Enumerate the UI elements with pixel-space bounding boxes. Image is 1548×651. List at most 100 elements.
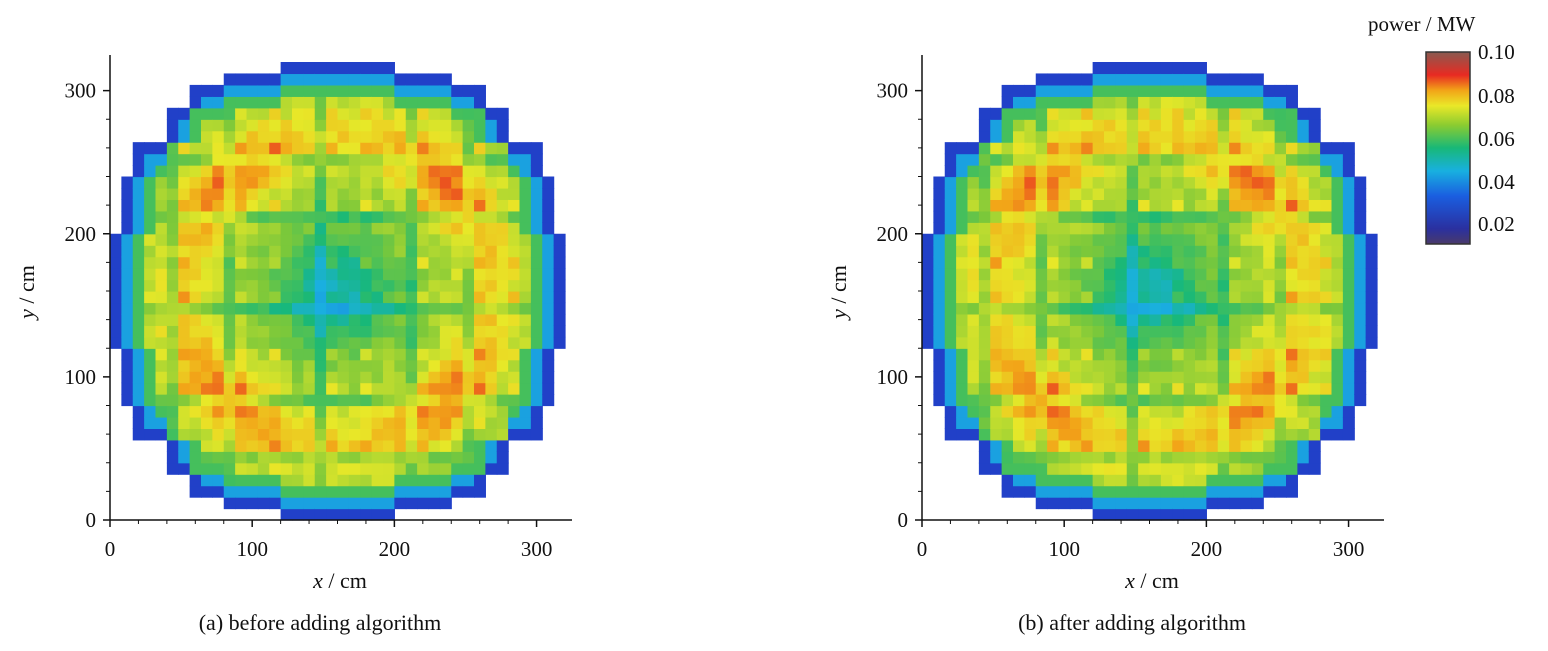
heatmap-cell [1354,279,1367,292]
heatmap-cell [451,256,464,269]
heatmap-cell [383,62,395,75]
heatmap-cell [383,508,395,521]
heatmap-cell [1115,73,1128,86]
heatmap-cell [155,313,168,326]
heatmap-cell [383,371,395,384]
heatmap-cell [1001,153,1014,166]
heatmap-cell [1138,508,1151,521]
heatmap-cell [451,451,464,464]
heatmap-cell [1183,371,1196,384]
heatmap-cell [326,62,339,75]
heatmap-cell [314,382,327,395]
heatmap-cell [530,187,543,200]
y-tick-label: 300 [877,79,909,103]
heatmap-cell [178,439,191,452]
heatmap-cell [121,176,134,189]
heatmap-cell [337,382,350,395]
heatmap-cell [337,439,350,452]
heatmap-cell [1229,462,1242,475]
heatmap-cell [212,405,225,418]
heatmap-cell [360,428,373,441]
heatmap-cell [1115,233,1128,246]
heatmap-cell [462,474,475,487]
heatmap-cell [451,268,464,281]
heatmap-cell [360,130,373,143]
heatmap-cell [246,428,259,441]
heatmap-cell [326,485,339,498]
heatmap-cell [280,268,293,281]
heatmap-cell [144,256,157,269]
heatmap-cell [508,382,521,395]
heatmap-cell [508,405,521,418]
heatmap-cell [508,291,521,304]
heatmap-cell [1195,130,1207,143]
heatmap-cell [1172,187,1185,200]
heatmap-cell [1104,348,1116,361]
heatmap-cell [530,394,543,407]
heatmap-cell [1058,325,1071,338]
heatmap-cell [1149,256,1162,269]
heatmap-cell [1104,485,1116,498]
heatmap-cell [474,84,486,97]
heatmap-cell [1331,371,1344,384]
heatmap-cell [235,245,248,258]
heatmap-cell [462,348,475,361]
heatmap-cell [1069,130,1082,143]
heatmap-cell [1217,222,1230,235]
heatmap-cell [1149,325,1162,338]
heatmap-cell [439,268,452,281]
heatmap-cell [121,222,134,235]
heatmap-cell [530,428,543,441]
heatmap-cell [542,371,555,384]
heatmap-cell [1172,256,1185,269]
heatmap-cell [1035,279,1048,292]
heatmap-cell [1035,405,1048,418]
heatmap-cell [132,199,145,212]
heatmap-cell [178,233,191,246]
heatmap-cell [978,439,991,452]
heatmap-cell [1001,394,1014,407]
heatmap-cell [428,119,441,132]
heatmap-cell [417,107,430,120]
heatmap-cell [1115,302,1128,315]
heatmap-cell [280,405,293,418]
heatmap-cell [1217,428,1230,441]
heatmap-cell [485,222,498,235]
heatmap-cell [1240,394,1253,407]
heatmap-cell [223,439,236,452]
heatmap-cell [405,462,418,475]
heatmap-cell [223,416,236,429]
heatmap-cell [326,439,339,452]
heatmap-cell [1240,176,1253,189]
heatmap-cell [933,382,946,395]
heatmap-cell [933,176,946,189]
heatmap-cell [1069,73,1082,86]
heatmap-cell [201,210,213,223]
heatmap-cell [371,187,384,200]
heatmap-cell [1160,153,1173,166]
heatmap-cell [1024,84,1037,97]
heatmap-cell [383,153,395,166]
heatmap-cell [1024,359,1037,372]
heatmap-cell [166,245,179,258]
heatmap-cell [1081,119,1094,132]
heatmap-cell [496,291,509,304]
heatmap-cell [1047,382,1060,395]
heatmap-cell [1035,497,1048,510]
heatmap-cell [1081,142,1094,155]
heatmap-cell [405,497,418,510]
heatmap-cell [508,325,521,338]
colorbar-tick: 0.02 [1478,212,1515,236]
heatmap-cell [1126,485,1139,498]
heatmap-cell [967,416,980,429]
heatmap-cell [303,371,316,384]
heatmap-cell [1104,199,1116,212]
heatmap-cell [405,416,418,429]
heatmap-cell [1274,382,1287,395]
heatmap-cell [519,245,532,258]
heatmap-cell [553,313,566,326]
heatmap-cell [1274,416,1287,429]
heatmap-cell [967,325,980,338]
heatmap-cell [348,451,361,464]
heatmap-cell [1251,428,1264,441]
